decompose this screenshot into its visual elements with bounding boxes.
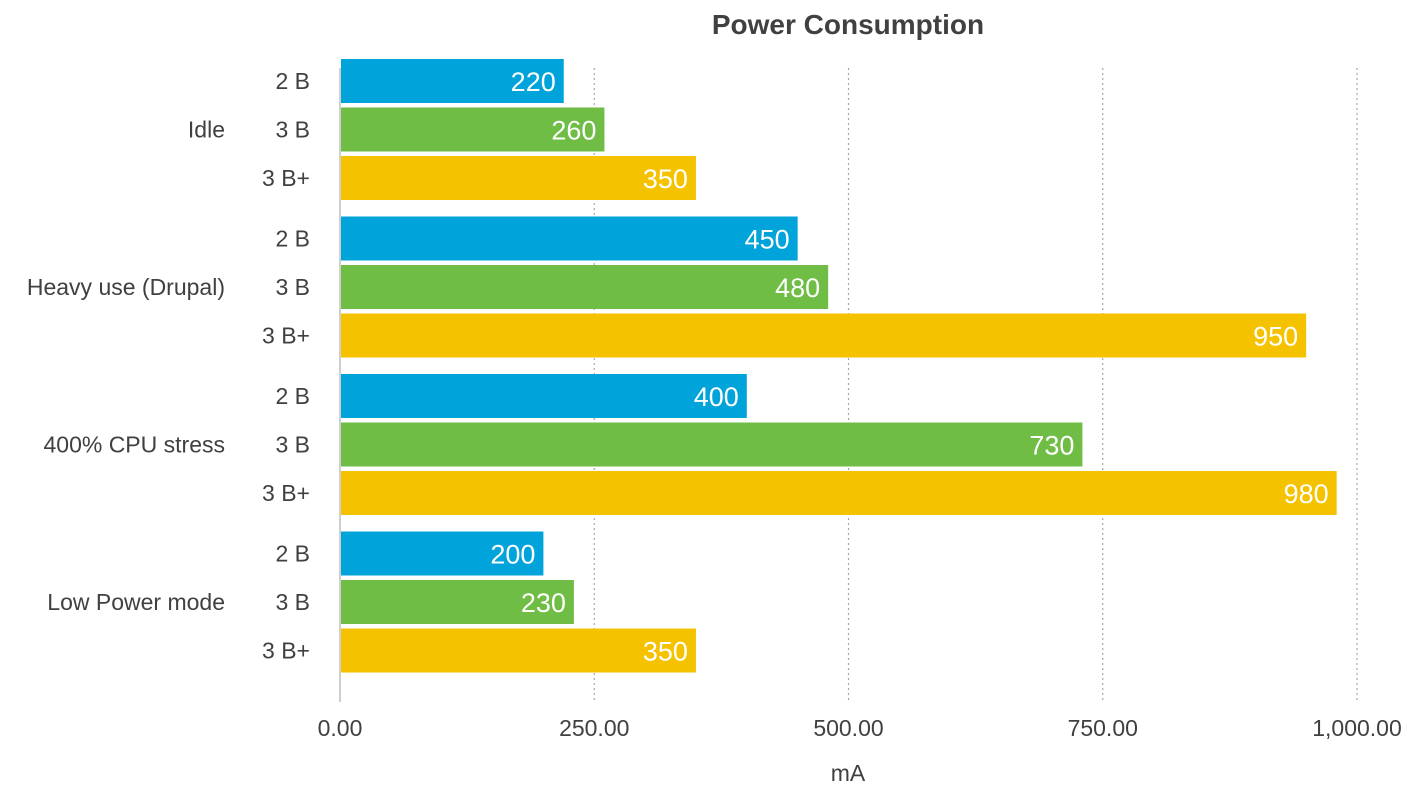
bar [341, 422, 1083, 467]
category-label: Heavy use (Drupal) [27, 274, 225, 300]
series-label: 3 B+ [262, 480, 310, 506]
x-tick-label: 1,000.00 [1312, 715, 1402, 741]
bar [341, 313, 1307, 358]
bar-value-label: 230 [521, 588, 566, 618]
bar [341, 374, 747, 418]
bar-value-label: 980 [1284, 479, 1329, 509]
series-label: 3 B [275, 274, 310, 300]
series-label: 3 B+ [262, 165, 310, 191]
bar [341, 628, 696, 673]
x-tick-label: 0.00 [318, 715, 363, 741]
x-tick-label: 750.00 [1068, 715, 1138, 741]
bar [341, 580, 574, 624]
series-label: 3 B [275, 117, 310, 143]
x-tick-label: 250.00 [559, 715, 629, 741]
bar [341, 216, 798, 261]
bar [341, 471, 1337, 515]
bar-value-label: 350 [643, 637, 688, 667]
bars [341, 59, 1337, 673]
bar-value-label: 730 [1029, 431, 1074, 461]
bar-value-label: 350 [643, 164, 688, 194]
x-axis-tick-labels: 0.00 250.00 500.00 750.00 1,000.00 [318, 715, 1402, 741]
series-label: 2 B [275, 226, 310, 252]
x-axis-title: mA [831, 760, 866, 786]
bar-value-label: 220 [511, 67, 556, 97]
series-label: 2 B [275, 68, 310, 94]
bar-value-label: 260 [551, 116, 596, 146]
bar [341, 265, 829, 309]
bar [341, 59, 564, 103]
series-label: 3 B [275, 589, 310, 615]
x-tick-label: 500.00 [813, 715, 883, 741]
bar [341, 107, 605, 152]
bar-value-label: 200 [490, 540, 535, 570]
bar-value-label: 950 [1253, 322, 1298, 352]
bar-value-label: 450 [745, 225, 790, 255]
bar [341, 156, 696, 200]
category-label: 400% CPU stress [43, 432, 225, 458]
bar-value-label: 480 [775, 273, 820, 303]
series-label: 2 B [275, 383, 310, 409]
series-label: 3 B [275, 432, 310, 458]
series-label: 3 B+ [262, 323, 310, 349]
series-label: 2 B [275, 541, 310, 567]
series-label: 3 B+ [262, 638, 310, 664]
bar [341, 531, 544, 576]
category-label: Low Power mode [47, 589, 225, 615]
data-labels: 220 260 350 450 480 950 400 730 980 200 230 350 [490, 67, 1328, 667]
bar-value-label: 400 [694, 382, 739, 412]
category-label: Idle [188, 117, 225, 143]
y-axis-labels: 2 B 3 B 3 B+ Idle 2 B 3 B 3 B+ Heavy use (Drupa… [27, 68, 310, 664]
chart-title: Power Consumption [712, 9, 984, 40]
